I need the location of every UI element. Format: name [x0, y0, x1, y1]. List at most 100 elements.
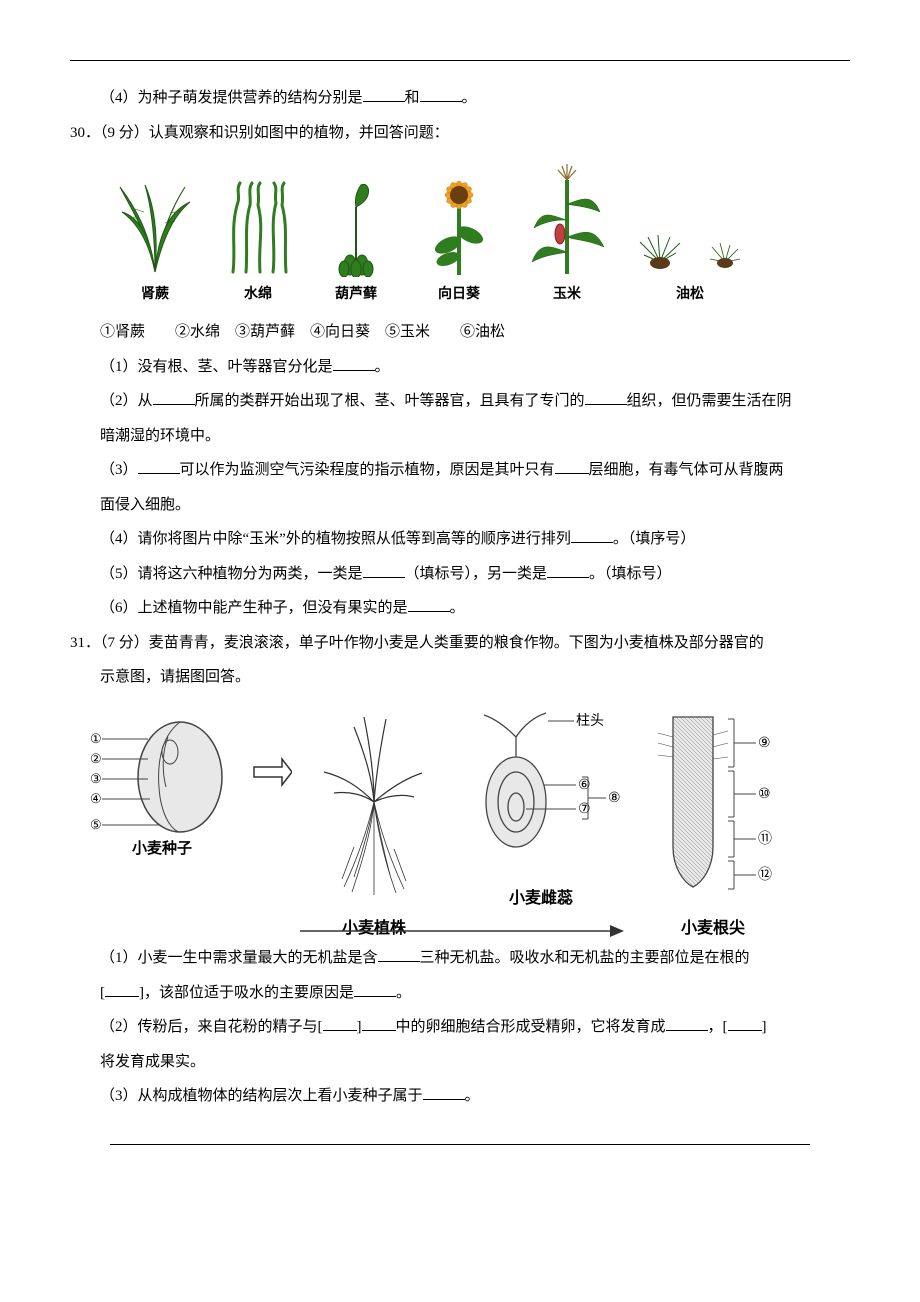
num: ⑩	[758, 787, 771, 802]
q29-4: （4）为种子萌发提供营养的结构分别是和。	[70, 81, 850, 116]
q29-4-text-a: （4）为种子萌发提供营养的结构分别是	[100, 90, 363, 106]
sunflower-icon	[414, 167, 504, 277]
num: ⑫	[758, 867, 772, 883]
t: ]，该部位适于吸水的主要原因是	[139, 985, 354, 1001]
q30-head: 30．（9 分）认真观察和识别如图中的植物，并回答问题：	[70, 116, 850, 151]
blank	[555, 458, 589, 474]
t: 。（填标号）	[589, 566, 672, 582]
wheat-seed: ① ② ③ ④ ⑤ 小麦种子	[90, 707, 240, 857]
t: （3）从构成植物体的结构层次上看小麦种子属于	[100, 1088, 423, 1104]
num: ⑥	[578, 778, 591, 793]
t: 。	[375, 359, 390, 375]
blank	[363, 562, 405, 578]
wheat-plant: 小麦植株	[304, 707, 444, 948]
blank	[105, 981, 139, 997]
root-icon: ⑨ ⑩ ⑪ ⑫	[638, 707, 788, 907]
wheat-root: ⑨ ⑩ ⑪ ⑫ 小麦根尖	[638, 707, 788, 948]
t: （3）	[100, 462, 138, 478]
t: 中的卵细胞结合形成受精卵，它将发育成	[396, 1019, 666, 1035]
t: （填标号），另一类是	[405, 566, 548, 582]
pistil-top: 柱头	[576, 713, 604, 729]
plant-moss: 葫芦藓	[316, 177, 396, 309]
blank	[423, 1084, 465, 1100]
seed-icon: ① ② ③ ④ ⑤ 小麦种子	[90, 707, 240, 857]
num: ⑨	[758, 736, 771, 751]
plant-label: 玉米	[553, 277, 581, 309]
t: （1）没有根、茎、叶等器官分化是	[100, 359, 333, 375]
num: ③	[90, 771, 102, 786]
num: ⑧	[608, 791, 621, 806]
blank	[323, 1015, 357, 1031]
num: ④	[90, 791, 102, 806]
t: ]	[762, 1019, 767, 1035]
pistil-icon: 柱头 ⑥ ⑦ ⑧	[456, 707, 626, 877]
q30-3: （3） 可以作为监测空气污染程度的指示植物，原因是其叶只有 层细胞，有毒气体可从背腹…	[70, 453, 850, 488]
blank	[362, 1015, 396, 1031]
t: 。	[450, 600, 465, 616]
plant-fern: 肾蕨	[110, 177, 200, 309]
fern-icon	[110, 177, 200, 277]
blank	[354, 981, 396, 997]
t: （2）从	[100, 393, 153, 409]
q30-1: （1）没有根、茎、叶等器官分化是 。	[70, 350, 850, 385]
plant-label: 水绵	[244, 277, 272, 309]
t: 三种无机盐。吸收水和无机盐的主要部位是在根的	[420, 950, 750, 966]
q30-list: ①肾蕨 ②水绵 ③葫芦藓 ④向日葵 ⑤玉米 ⑥油松	[70, 315, 850, 350]
blank	[728, 1015, 762, 1031]
t: （1）小麦一生中需求量最大的无机盐是含	[100, 950, 378, 966]
q30-6: （6）上述植物中能产生种子，但没有果实的是 。	[70, 591, 850, 626]
q30-3-l2: 面侵入细胞。	[70, 488, 850, 523]
t: 组织，但仍需要生活在阴	[627, 393, 792, 409]
blank	[547, 562, 589, 578]
blank	[333, 355, 375, 371]
q31-2: （2）传粉后，来自花粉的精子与[]中的卵细胞结合形成受精卵，它将发育成，[]	[70, 1010, 850, 1045]
q30-2-l2: 暗潮湿的环境中。	[70, 419, 850, 454]
plant-spirogyra: 水绵	[218, 177, 298, 309]
wheat-plant-icon	[304, 707, 444, 907]
t: 。	[396, 985, 411, 1001]
plant-label: 向日葵	[438, 277, 480, 309]
q31-head: 31．（7 分）麦苗青青，麦浪滚滚，单子叶作物小麦是人类重要的粮食作物。下图为小…	[70, 626, 850, 661]
t: （2）传粉后，来自花粉的精子与[	[100, 1019, 323, 1035]
wheat-pistil: 柱头 ⑥ ⑦ ⑧ 小麦雌蕊	[456, 707, 626, 918]
q30-2: （2）从 所属的类群开始出现了根、茎、叶等器官，且具有了专门的 组织，但仍需要生活在…	[70, 384, 850, 419]
num: ⑦	[578, 802, 591, 817]
t: （6）上述植物中能产生种子，但没有果实的是	[100, 600, 408, 616]
plant-sunflower: 向日葵	[414, 167, 504, 309]
t: 层细胞，有毒气体可从背腹两	[589, 462, 784, 478]
q31-head2: 示意图，请据图回答。	[70, 660, 850, 695]
t: 可以作为监测空气污染程度的指示植物，原因是其叶只有	[180, 462, 555, 478]
blank	[408, 596, 450, 612]
blank	[378, 946, 420, 962]
blank	[153, 389, 195, 405]
num: ⑤	[90, 817, 102, 832]
q31-3: （3）从构成植物体的结构层次上看小麦种子属于 。	[70, 1079, 850, 1114]
num: ①	[90, 731, 102, 746]
foot-rule	[110, 1144, 810, 1145]
pine-icon	[630, 207, 750, 277]
blank	[138, 458, 180, 474]
plant-label: 葫芦藓	[335, 277, 377, 309]
t: ，[	[708, 1019, 728, 1035]
arrow-icon	[252, 707, 292, 857]
plant-label: 肾蕨	[141, 277, 169, 309]
corn-icon	[522, 162, 612, 277]
num: ②	[90, 751, 102, 766]
blank	[363, 86, 405, 102]
seed-caption: 小麦种子	[132, 839, 192, 857]
t: （5）请将这六种植物分为两类，一类是	[100, 566, 363, 582]
spirogyra-icon	[218, 177, 298, 277]
q30-5: （5）请将这六种植物分为两类，一类是 （填标号），另一类是 。（填标号）	[70, 557, 850, 592]
blank	[420, 86, 462, 102]
blank	[571, 527, 613, 543]
t: 。	[465, 1088, 480, 1104]
t: 所属的类群开始出现了根、茎、叶等器官，且具有了专门的	[195, 393, 585, 409]
plant-pine: 油松	[630, 207, 750, 309]
plant-corn: 玉米	[522, 162, 612, 309]
pistil-caption: 小麦雌蕊	[509, 881, 573, 918]
plants-figure: 肾蕨 水绵 葫芦藓	[110, 162, 850, 309]
q30-4: （4）请你将图片中除“玉米”外的植物按照从低等到高等的顺序进行排列。（填序号）	[70, 522, 850, 557]
q31-1-l2: []，该部位适于吸水的主要原因是。	[70, 976, 850, 1011]
blank	[666, 1015, 708, 1031]
plant-label: 油松	[676, 277, 704, 309]
